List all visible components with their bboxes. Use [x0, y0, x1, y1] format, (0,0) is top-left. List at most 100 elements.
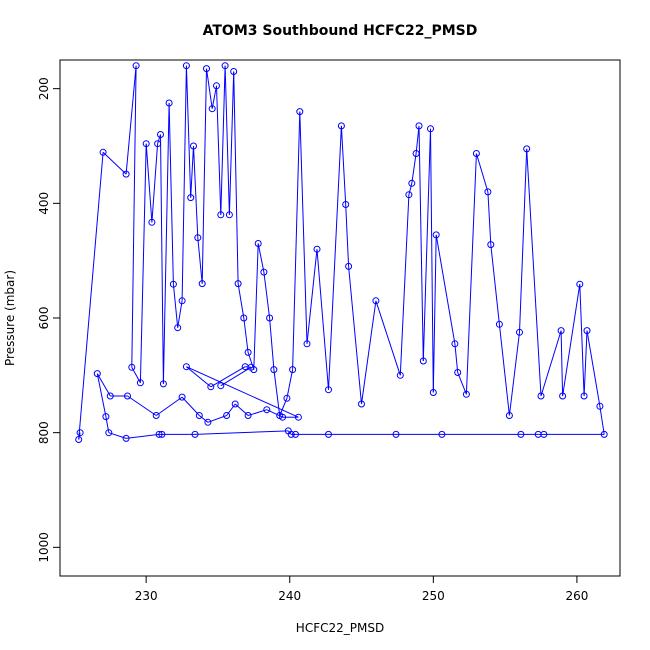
series-segment — [226, 403, 236, 416]
data-point — [337, 122, 345, 130]
series-segment — [102, 151, 127, 175]
data-point — [105, 429, 113, 437]
data-point — [178, 297, 186, 305]
data-point — [178, 393, 186, 401]
data-point — [283, 394, 291, 402]
data-point — [124, 392, 131, 400]
data-point — [266, 314, 274, 322]
series-segment — [224, 65, 230, 215]
series-segment — [181, 396, 200, 416]
data-point — [169, 280, 177, 288]
series-segment — [131, 65, 137, 368]
series-segment — [160, 134, 164, 384]
data-point — [580, 392, 588, 400]
series-segment — [399, 194, 410, 376]
data-point — [157, 131, 164, 138]
series-segment — [127, 395, 157, 416]
data-point — [358, 400, 365, 408]
y-tick-label: 800 — [37, 421, 51, 444]
data-point — [244, 348, 252, 356]
y-tick-label: 200 — [37, 77, 51, 100]
series-segment — [172, 284, 179, 328]
series-segment — [126, 433, 160, 439]
data-point — [198, 280, 206, 288]
series-segment — [228, 71, 235, 215]
data-point — [230, 68, 238, 75]
series-segment — [415, 125, 420, 154]
series-segment — [583, 330, 588, 397]
data-point — [234, 280, 242, 288]
x-tick-label: 230 — [135, 589, 158, 603]
data-point — [154, 140, 162, 148]
y-tick-label: 400 — [37, 192, 51, 215]
series-segment — [306, 249, 318, 344]
data-point — [223, 412, 231, 419]
series-segment — [201, 68, 207, 284]
series-segment — [220, 366, 252, 387]
series-segment — [186, 366, 212, 388]
data-point — [484, 188, 492, 196]
data-point — [182, 62, 190, 70]
series-segment — [168, 102, 174, 285]
series-segment — [206, 68, 213, 109]
data-point — [325, 386, 332, 394]
series-segment — [193, 145, 199, 238]
series-segment — [237, 283, 245, 319]
data-point — [303, 340, 311, 348]
data-point — [270, 366, 278, 374]
data-point — [122, 170, 130, 178]
series-segment — [375, 300, 401, 376]
series-segment — [560, 330, 564, 397]
series-points — [75, 62, 608, 443]
data-point — [462, 390, 470, 398]
data-point — [438, 430, 446, 438]
series-segment — [299, 111, 308, 344]
data-point — [254, 240, 262, 247]
data-point — [244, 412, 252, 419]
series-segment — [157, 134, 161, 144]
data-point — [487, 241, 495, 249]
series-segment — [162, 102, 170, 384]
x-axis-label: HCFC22_PMSD — [296, 621, 384, 635]
data-point — [405, 191, 413, 199]
y-tick-label: 600 — [37, 307, 51, 330]
data-point — [208, 105, 216, 113]
data-point — [102, 413, 110, 421]
series-segment — [211, 85, 217, 109]
x-tick-label: 250 — [422, 589, 445, 603]
series-segment — [508, 332, 520, 416]
data-point — [313, 245, 321, 253]
data-point — [523, 145, 531, 153]
data-point — [182, 363, 190, 371]
data-point — [296, 108, 304, 116]
data-point — [187, 194, 195, 202]
data-point — [190, 142, 197, 150]
data-point — [240, 314, 248, 322]
series-segment — [177, 300, 183, 328]
data-point — [412, 150, 420, 157]
series-segment — [562, 284, 581, 397]
series-lines — [78, 65, 605, 440]
series-segment — [345, 204, 350, 267]
series-segment — [435, 234, 456, 344]
data-point — [247, 363, 255, 371]
series-segment — [286, 369, 294, 399]
series-segment — [599, 406, 605, 435]
data-point — [472, 150, 480, 157]
data-point — [75, 436, 83, 443]
series-segment — [96, 373, 111, 397]
series-segment — [190, 145, 194, 198]
series-segment — [253, 243, 259, 370]
series-segment — [454, 343, 459, 373]
series-segment — [210, 366, 246, 388]
data-point — [217, 211, 225, 219]
data-point — [576, 280, 584, 288]
data-point — [342, 201, 350, 208]
series-segment — [181, 65, 187, 301]
data-point — [122, 434, 130, 442]
data-point — [207, 383, 215, 391]
data-point — [372, 297, 380, 305]
data-point — [583, 327, 591, 335]
series-segment — [408, 183, 413, 195]
